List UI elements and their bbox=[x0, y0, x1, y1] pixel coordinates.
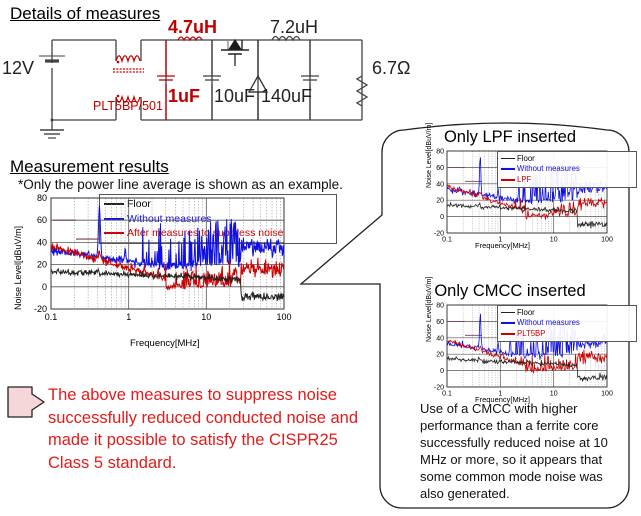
svg-text:100: 100 bbox=[601, 237, 613, 244]
svg-text:100: 100 bbox=[601, 391, 613, 398]
svg-text:0: 0 bbox=[440, 368, 444, 375]
svg-text:80: 80 bbox=[436, 149, 444, 156]
svg-text:0.1: 0.1 bbox=[442, 237, 452, 244]
svg-text:100: 100 bbox=[276, 312, 291, 322]
svg-text:20: 20 bbox=[37, 260, 47, 270]
svg-text:0.1: 0.1 bbox=[45, 312, 58, 322]
svg-text:1: 1 bbox=[126, 312, 131, 322]
svg-text:20: 20 bbox=[436, 352, 444, 359]
svg-text:10: 10 bbox=[201, 312, 211, 322]
svg-text:40: 40 bbox=[436, 181, 444, 188]
svg-text:0: 0 bbox=[42, 282, 47, 292]
svg-text:10: 10 bbox=[550, 391, 558, 398]
svg-text:10: 10 bbox=[550, 237, 558, 244]
svg-text:20: 20 bbox=[436, 198, 444, 205]
svg-text:40: 40 bbox=[37, 237, 47, 247]
svg-text:60: 60 bbox=[37, 215, 47, 225]
svg-text:40: 40 bbox=[436, 335, 444, 342]
svg-text:80: 80 bbox=[37, 193, 47, 203]
svg-text:80: 80 bbox=[436, 303, 444, 310]
svg-text:0: 0 bbox=[440, 214, 444, 221]
svg-text:60: 60 bbox=[436, 165, 444, 172]
svg-text:60: 60 bbox=[436, 319, 444, 326]
